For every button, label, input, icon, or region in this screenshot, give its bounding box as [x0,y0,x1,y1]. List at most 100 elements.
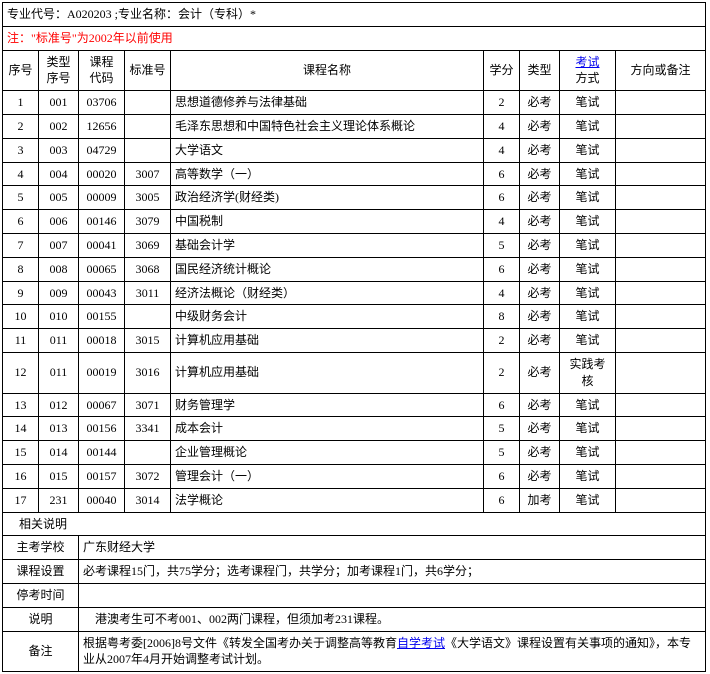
cell-std_no [125,305,171,329]
col-note: 方向或备注 [616,50,706,91]
cell-exam_method: 笔试 [560,138,616,162]
cell-course_name: 高等数学（一） [171,162,484,186]
col-course-code: 课程 代码 [79,50,125,91]
related-section: 相关说明 [3,512,706,536]
table-row: 11011000183015计算机应用基础2必考笔试 [3,329,706,353]
cell-exam_method: 笔试 [560,281,616,305]
cell-type: 必考 [520,305,560,329]
cell-credit: 2 [484,352,520,393]
cell-type: 必考 [520,186,560,210]
cell-course_name: 成本会计 [171,417,484,441]
cell-seq: 12 [3,352,39,393]
cell-type: 必考 [520,352,560,393]
cell-note [616,281,706,305]
cell-std_no: 3071 [125,393,171,417]
note-header: 注："标准号"为2002年以前使用 [3,26,706,50]
cell-std_no [125,138,171,162]
cell-note [616,210,706,234]
cell-course_code: 00041 [79,233,125,257]
cell-exam_method: 实践考核 [560,352,616,393]
cell-std_no: 3015 [125,329,171,353]
cell-exam_method: 笔试 [560,210,616,234]
cell-seq: 4 [3,162,39,186]
cell-course_name: 计算机应用基础 [171,329,484,353]
cell-exam_method: 笔试 [560,162,616,186]
major-header: 专业代号：A020203 ;专业名称：会计（专科）* [3,3,706,27]
cell-note [616,393,706,417]
col-type-seq: 类型 序号 [39,50,79,91]
cell-exam_method: 笔试 [560,441,616,465]
cell-exam_method: 笔试 [560,417,616,441]
cell-type_seq: 003 [39,138,79,162]
cell-std_no: 3341 [125,417,171,441]
cell-credit: 6 [484,393,520,417]
cell-std_no: 3016 [125,352,171,393]
table-row: 5005000093005政治经济学(财经类)6必考笔试 [3,186,706,210]
column-header-row: 序号 类型 序号 课程 代码 标准号 课程名称 学分 类型 考试方式 方向或备注 [3,50,706,91]
cell-type_seq: 009 [39,281,79,305]
cell-credit: 4 [484,210,520,234]
cell-seq: 9 [3,281,39,305]
cell-seq: 14 [3,417,39,441]
cell-seq: 17 [3,488,39,512]
cell-credit: 5 [484,417,520,441]
cell-type: 必考 [520,417,560,441]
cell-course_name: 思想道德修养与法律基础 [171,91,484,115]
cell-type_seq: 013 [39,417,79,441]
cell-course_code: 00156 [79,417,125,441]
cell-seq: 1 [3,91,39,115]
cell-type: 必考 [520,138,560,162]
cell-type_seq: 002 [39,114,79,138]
cell-type_seq: 015 [39,464,79,488]
cell-course_name: 政治经济学(财经类) [171,186,484,210]
cell-exam_method: 笔试 [560,114,616,138]
cell-course_name: 计算机应用基础 [171,352,484,393]
cell-course_code: 00157 [79,464,125,488]
cell-seq: 6 [3,210,39,234]
cell-course_name: 管理会计（一） [171,464,484,488]
cell-std_no [125,91,171,115]
col-course-name: 课程名称 [171,50,484,91]
cell-course_name: 中级财务会计 [171,305,484,329]
cell-credit: 6 [484,488,520,512]
cell-exam_method: 笔试 [560,488,616,512]
cell-exam_method: 笔试 [560,464,616,488]
cell-course_code: 00043 [79,281,125,305]
cell-note [616,441,706,465]
cell-type_seq: 008 [39,257,79,281]
cell-type: 必考 [520,257,560,281]
cell-type: 必考 [520,162,560,186]
cell-type_seq: 231 [39,488,79,512]
explain-label: 说明 [3,607,79,631]
cell-credit: 5 [484,233,520,257]
table-row: 100103706思想道德修养与法律基础2必考笔试 [3,91,706,115]
exam-method-link[interactable]: 考试 [575,55,599,69]
cell-credit: 2 [484,91,520,115]
cell-seq: 5 [3,186,39,210]
cell-credit: 4 [484,138,520,162]
table-row: 1001000155中级财务会计8必考笔试 [3,305,706,329]
self-study-exam-link[interactable]: 自学考试 [397,636,445,650]
cell-note [616,162,706,186]
table-row: 14013001563341成本会计5必考笔试 [3,417,706,441]
cell-type_seq: 006 [39,210,79,234]
cell-type: 必考 [520,233,560,257]
table-row: 4004000203007高等数学（一）6必考笔试 [3,162,706,186]
remark-value: 根据粤考委[2006]8号文件《转发全国考办关于调整高等教育自学考试《大学语文》… [79,631,706,672]
cell-std_no: 3069 [125,233,171,257]
table-row: 9009000433011经济法概论（财经类）4必考笔试 [3,281,706,305]
cell-type: 必考 [520,210,560,234]
col-seq: 序号 [3,50,39,91]
table-row: 6006001463079中国税制4必考笔试 [3,210,706,234]
cell-exam_method: 笔试 [560,233,616,257]
cell-note [616,91,706,115]
cell-type_seq: 004 [39,162,79,186]
cell-note [616,257,706,281]
cell-exam_method: 笔试 [560,329,616,353]
cell-credit: 6 [484,257,520,281]
table-row: 17231000403014法学概论6加考笔试 [3,488,706,512]
cell-course_code: 12656 [79,114,125,138]
cell-type_seq: 011 [39,352,79,393]
school-label: 主考学校 [3,536,79,560]
col-std-no: 标准号 [125,50,171,91]
